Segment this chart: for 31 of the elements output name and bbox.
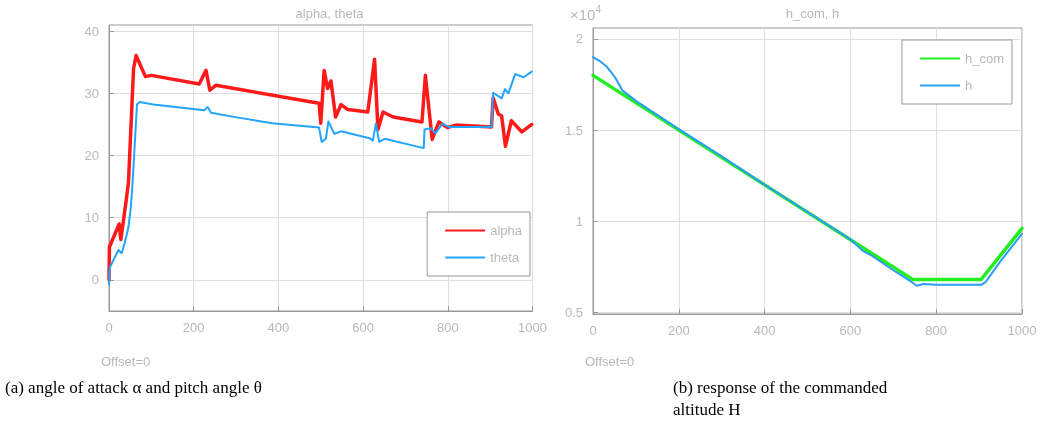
y-tick-label: 1 (575, 213, 583, 229)
x-tick-label: 0 (589, 323, 597, 338)
y-tick-label: 1.5 (564, 122, 583, 138)
x-tick-label: 0 (105, 320, 113, 335)
x-tick-label: 200 (182, 320, 205, 335)
x-tick-label: 1000 (518, 320, 547, 335)
chart-title: h_com, h (785, 6, 840, 21)
legend-label: alpha (490, 223, 523, 238)
y-tick-label: 2 (575, 31, 583, 47)
x-tick-label: 400 (753, 323, 776, 338)
x-tick-label: 800 (925, 323, 948, 338)
x-tick-label: 600 (839, 323, 862, 338)
y-tick-label: 10 (84, 210, 99, 226)
x-tick-label: 400 (267, 320, 290, 335)
text: Offset=0 (585, 354, 635, 369)
x-tick-label: 1000 (1007, 323, 1037, 338)
text: (b) response of the commanded altitude H (673, 377, 892, 419)
legend-label: h (964, 78, 973, 93)
text: Offset=0 (101, 354, 151, 369)
y-tick-label: 20 (84, 148, 99, 164)
y-tick-label: 30 (84, 85, 99, 101)
legend-label: h_com (964, 51, 1005, 66)
x-tick-label: 600 (352, 320, 374, 335)
text: (a) angle of attack α and pitch angle θ (5, 377, 262, 397)
legend-label: theta (490, 250, 520, 265)
y-tick-label: 40 (84, 23, 99, 39)
x-tick-label: 200 (667, 323, 690, 338)
chart-title: alpha, theta (295, 6, 365, 21)
y-tick-label: 0 (91, 272, 99, 288)
x-tick-label: 800 (436, 320, 459, 335)
y-tick-label: 0.5 (564, 304, 583, 320)
